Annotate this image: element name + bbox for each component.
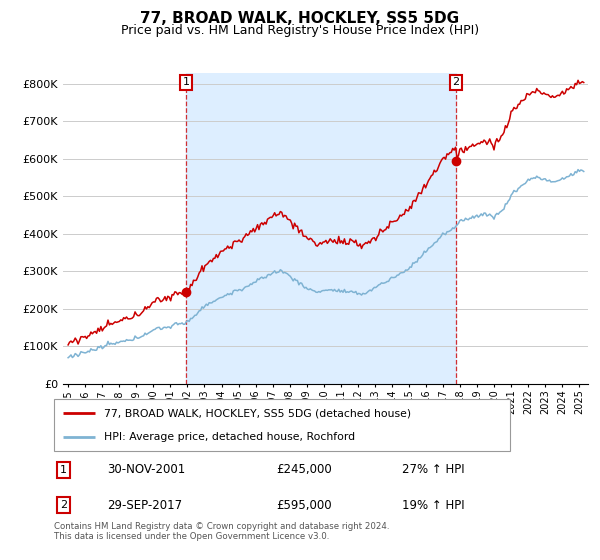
FancyBboxPatch shape [54, 399, 510, 451]
Text: 29-SEP-2017: 29-SEP-2017 [107, 498, 182, 512]
Text: 2: 2 [60, 500, 67, 510]
Text: 77, BROAD WALK, HOCKLEY, SS5 5DG: 77, BROAD WALK, HOCKLEY, SS5 5DG [140, 11, 460, 26]
Text: £245,000: £245,000 [276, 463, 332, 476]
Text: Contains HM Land Registry data © Crown copyright and database right 2024.
This d: Contains HM Land Registry data © Crown c… [54, 522, 389, 542]
Text: 77, BROAD WALK, HOCKLEY, SS5 5DG (detached house): 77, BROAD WALK, HOCKLEY, SS5 5DG (detach… [104, 408, 411, 418]
Text: 19% ↑ HPI: 19% ↑ HPI [403, 498, 465, 512]
Text: £595,000: £595,000 [276, 498, 331, 512]
Text: 2: 2 [452, 77, 460, 87]
Text: HPI: Average price, detached house, Rochford: HPI: Average price, detached house, Roch… [104, 432, 355, 442]
Bar [186, 73, 456, 384]
Text: 1: 1 [182, 77, 190, 87]
Text: 1: 1 [60, 465, 67, 475]
Text: 30-NOV-2001: 30-NOV-2001 [107, 463, 185, 476]
Text: Price paid vs. HM Land Registry's House Price Index (HPI): Price paid vs. HM Land Registry's House … [121, 24, 479, 36]
Text: 27% ↑ HPI: 27% ↑ HPI [403, 463, 465, 476]
